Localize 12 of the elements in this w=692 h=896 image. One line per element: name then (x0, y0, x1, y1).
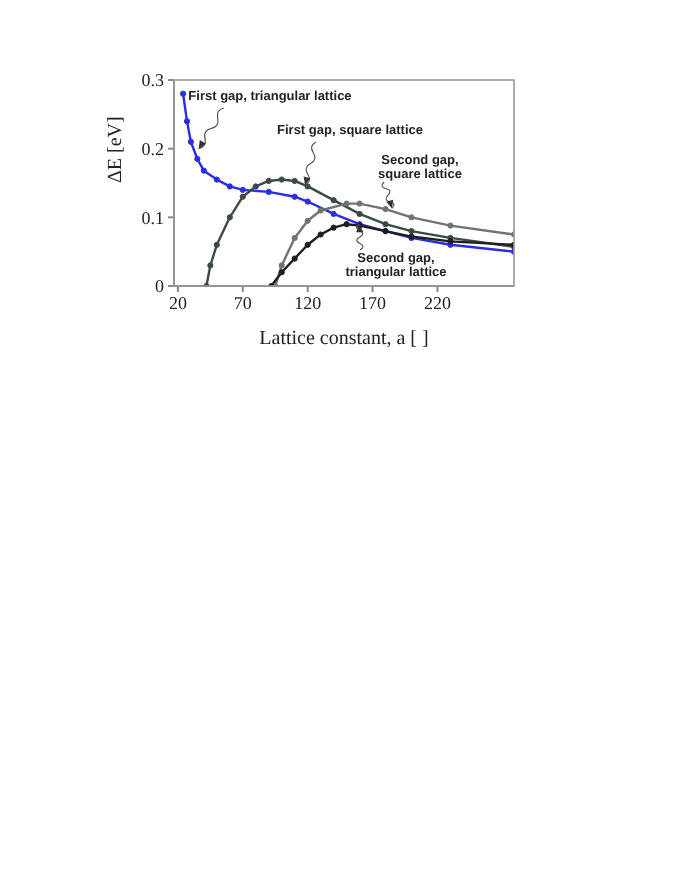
x-tick-label: 20 (168, 292, 188, 313)
x-tick-label: 120 (294, 292, 323, 313)
line-series (268, 221, 514, 286)
x-axis-title: Lattice constant, a [ ] (259, 328, 429, 350)
y-tick-label: 0.2 (141, 139, 164, 160)
y-axis-title: ΔE [eV] (105, 116, 128, 183)
y-tick-label: 0.1 (141, 207, 164, 228)
x-tick-label: 70 (233, 292, 253, 313)
y-tick-label: 0.3 (141, 70, 165, 91)
x-tick-label: 170 (359, 292, 388, 313)
x-tick-label: 220 (423, 292, 452, 313)
y-tick-label: 0 (155, 276, 165, 297)
